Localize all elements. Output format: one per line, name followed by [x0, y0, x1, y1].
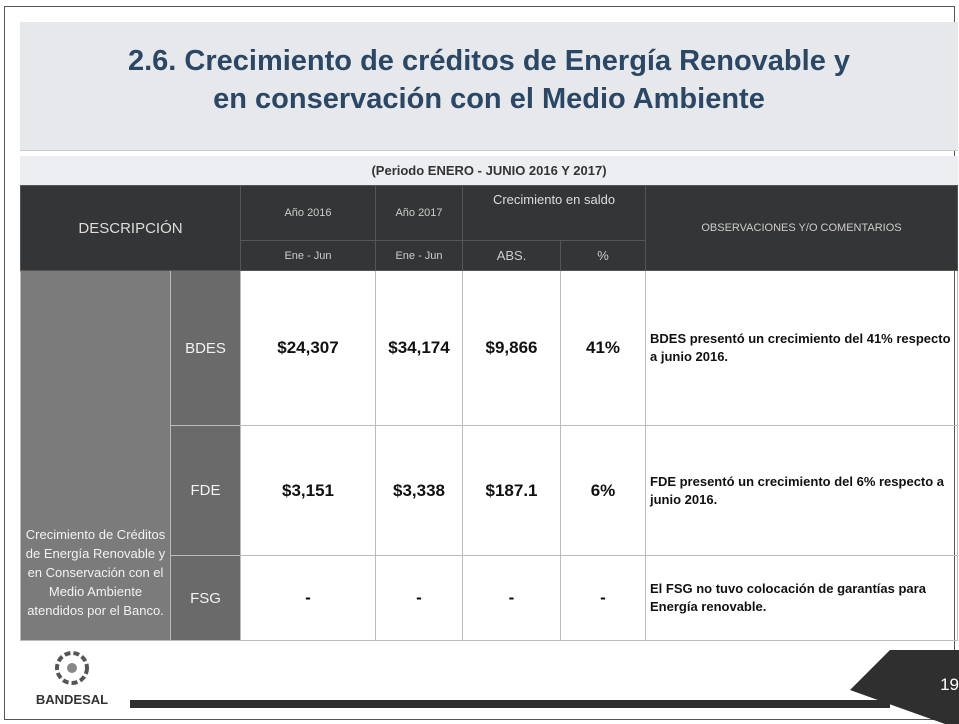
value-cell: 6% [560, 425, 646, 556]
header-cell: % [560, 240, 646, 271]
logo: BANDESAL [22, 648, 122, 707]
logo-text: BANDESAL [35, 692, 109, 707]
group-label: Crecimiento de Créditos de Energía Renov… [20, 270, 171, 641]
row-label: FDE [170, 425, 241, 556]
row-label: BDES [170, 270, 241, 426]
page-shape [850, 650, 959, 724]
subtitle: (Periodo ENERO - JUNIO 2016 Y 2017) [20, 156, 958, 185]
value-cell: - [375, 555, 463, 641]
title-line: en conservación con el Medio Ambiente [213, 83, 765, 115]
value-cell: $24,307 [240, 270, 376, 426]
footer-bar [130, 700, 890, 708]
header-cell: Ene - Jun [240, 240, 376, 271]
observation: El FSG no tuvo colocación de garantías p… [645, 555, 958, 641]
value-cell: $187.1 [462, 425, 561, 556]
row-label: FSG [170, 555, 241, 641]
data-row: Crecimiento de Créditos de Energía Renov… [20, 270, 958, 641]
header-cell: Ene - Jun [375, 240, 463, 271]
value-cell: - [462, 555, 561, 641]
header-cell: OBSERVACIONES Y/O COMENTARIOS [645, 185, 958, 271]
page-number: 19 [940, 675, 959, 694]
logo-icon [55, 651, 89, 685]
data-row: FSG - - - - El FSG no tuvo colocación de gara… [21, 555, 958, 641]
header-cell: Crecimiento en saldo [462, 185, 646, 241]
value-cell: 41% [560, 270, 646, 426]
observation: BDES presentó un crecimiento del 41% res… [645, 270, 958, 426]
value-cell: $3,338 [375, 425, 463, 556]
header-cell: ABS. [462, 240, 561, 271]
title-line: 2.6. Crecimiento de créditos de Energía … [127, 45, 851, 77]
value-cell: $3,151 [240, 425, 376, 556]
header-row: DESCRIPCIÓN Año 2016 Año 2017 Crecimient… [20, 185, 958, 271]
observation: FDE presentó un crecimiento del 6% respe… [645, 425, 958, 556]
header-cell: Año 2016 [240, 185, 376, 241]
data-row: FDE $3,151 $3,338 $187.1 6% FDE presentó un c… [21, 425, 958, 556]
value-cell: - [560, 555, 646, 641]
title-box: 2.6. Crecimiento de créditos de Energía … [20, 22, 958, 151]
value-cell: $34,174 [375, 270, 463, 426]
value-cell: - [240, 555, 376, 641]
header-cell: Año 2017 [375, 185, 463, 241]
value-cell: $9,866 [462, 270, 561, 426]
table: DESCRIPCIÓN Año 2016 Año 2017 Crecimient… [20, 185, 958, 641]
header-cell: DESCRIPCIÓN [20, 185, 241, 271]
